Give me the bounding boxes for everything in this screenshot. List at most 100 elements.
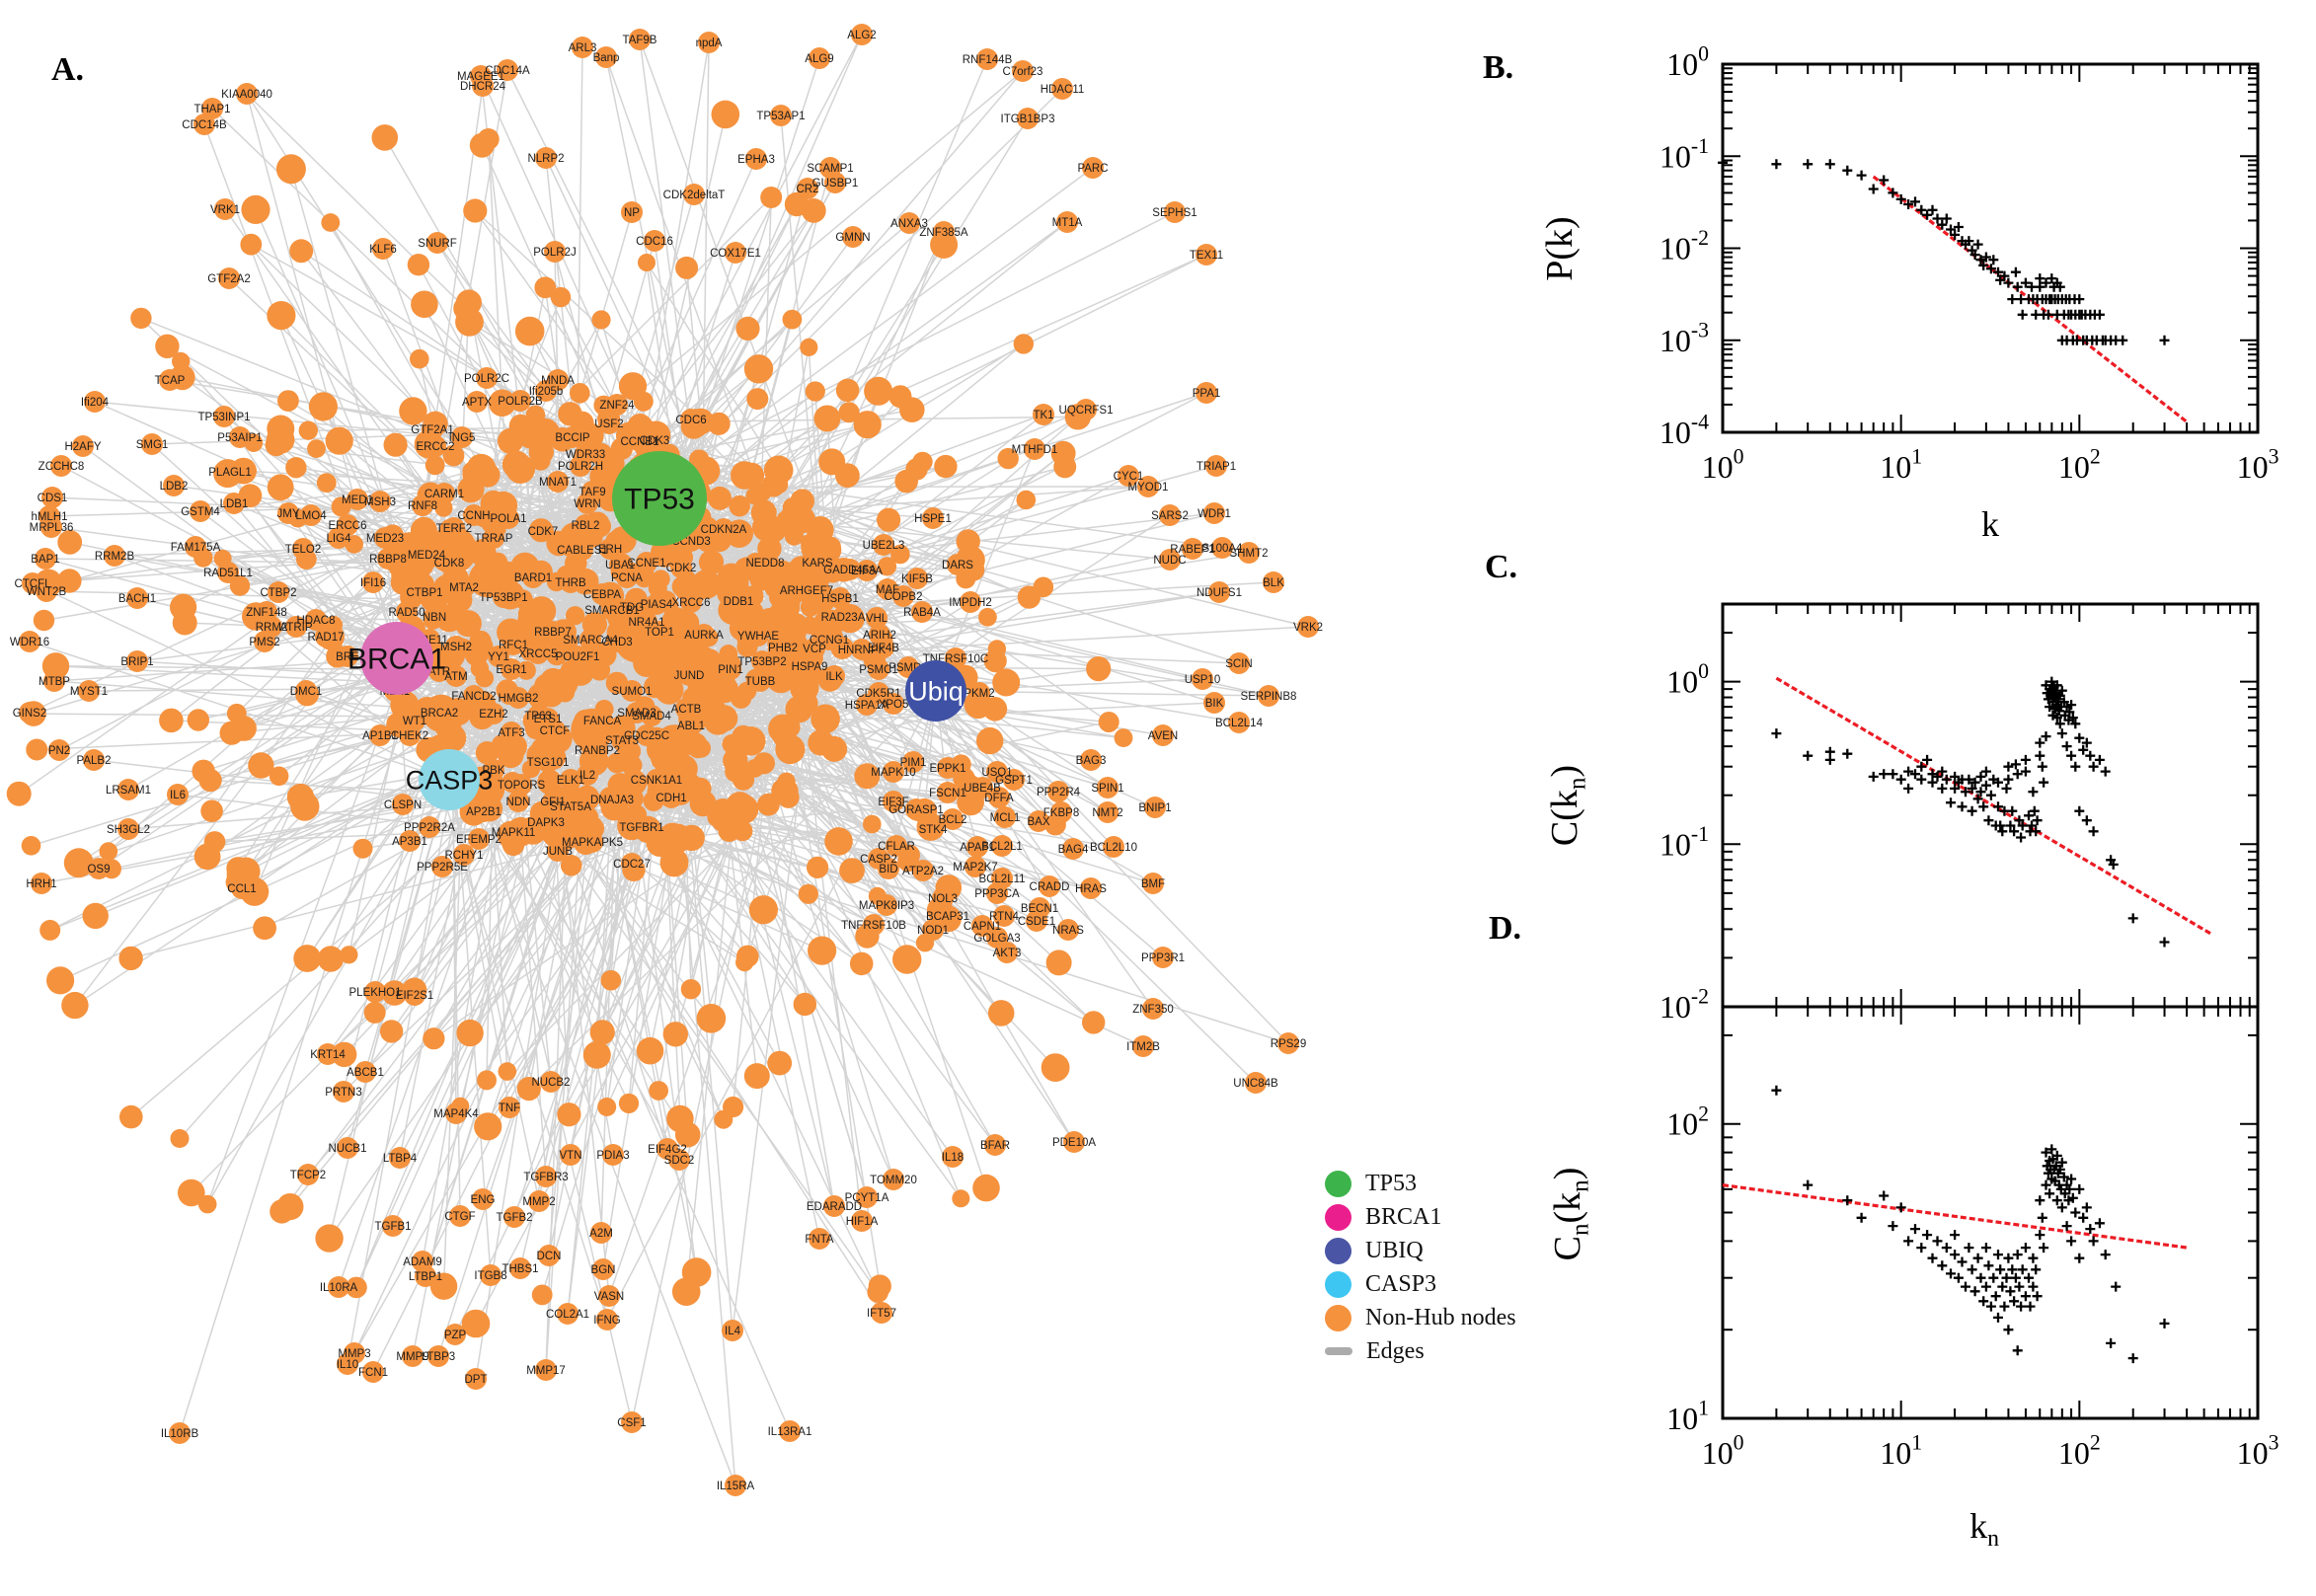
node-label: RAB4A <box>903 607 941 619</box>
node-label: BRIP1 <box>120 656 153 668</box>
node-label: MYST1 <box>70 686 108 698</box>
node-label: GMNN <box>835 232 870 244</box>
node-label: GSTM4 <box>181 506 220 518</box>
plot-frame <box>1723 64 2258 432</box>
node-label: MNAT1 <box>539 477 577 489</box>
axis-title: kn​ <box>1969 1506 1999 1552</box>
node-label: PRTN3 <box>325 1087 362 1099</box>
node-label: CDK2deltaT <box>663 190 726 201</box>
node-label: LDB2 <box>160 481 189 493</box>
node-label: GUSBP1 <box>812 178 859 190</box>
node-label: WDR1 <box>1197 508 1231 520</box>
node-label: BCL2L1 <box>981 841 1023 853</box>
node-label: NUCB2 <box>532 1077 571 1089</box>
node-label: UBA1 <box>605 560 635 571</box>
node-label: IL18 <box>942 1152 964 1164</box>
node-label: NRAS <box>1052 925 1084 937</box>
node-label: BMF <box>1141 878 1165 890</box>
node-label: PLAGL1 <box>208 467 251 479</box>
node-label: RBBP8 <box>369 554 407 566</box>
node-label: VHL <box>866 613 888 625</box>
node-label: CEBPA <box>583 589 621 601</box>
node-label: ENG <box>471 1194 496 1206</box>
axis-title: C(kn​) <box>1544 765 1590 846</box>
node-label: HDAC11 <box>1041 84 1085 96</box>
tick-label: 101 <box>1880 1431 1922 1471</box>
node-label: IFNG <box>593 1315 621 1327</box>
node-label: KIF5B <box>901 573 933 585</box>
node-label: ITGB1BP3 <box>1001 114 1055 125</box>
node-label: TP53BP2 <box>737 656 786 668</box>
node-label: CDK2 <box>666 563 697 574</box>
node-label: SH3GL2 <box>107 824 150 836</box>
node-label: MTHFD1 <box>1012 444 1058 456</box>
node-label: BACH1 <box>118 593 156 605</box>
node-label: RCHY1 <box>445 850 484 862</box>
node-label: BIK <box>1205 698 1224 710</box>
axis-ticks <box>1723 64 2258 432</box>
node-label: IFI16 <box>360 577 386 589</box>
node-label: MED1 <box>342 494 373 506</box>
node-label: GOLGA3 <box>973 933 1020 945</box>
node-label: ZNF148 <box>246 607 287 619</box>
node-label: PN2 <box>48 745 70 757</box>
node-label: CLSPN <box>384 799 422 811</box>
node-label: EGR1 <box>496 664 526 676</box>
hub-label-tp53: TP53 <box>624 484 695 516</box>
node-label: NMT2 <box>1092 807 1122 819</box>
hub-label-casp3: CASP3 <box>406 765 494 795</box>
node-label: LTBP3 <box>422 1351 455 1363</box>
tick-label: 102 <box>2058 445 2101 485</box>
node-label: BCCIP <box>555 432 589 444</box>
node-label: FKBP8 <box>1043 807 1079 819</box>
node-label: CTGF <box>444 1211 475 1223</box>
scatter-points <box>1771 677 2169 948</box>
node-label: THAP1 <box>193 104 230 115</box>
node-label: MAP4K4 <box>433 1108 479 1120</box>
node-label: PPP2R2A <box>404 822 455 834</box>
node-label: EPPK1 <box>929 763 965 775</box>
node-label: SHMT2 <box>1230 548 1269 560</box>
node-label: AP2B1 <box>466 806 502 818</box>
node-label: ADAM9 <box>403 1256 442 1268</box>
node-label: RNF8 <box>408 500 437 512</box>
node-label: TK1 <box>1033 410 1053 421</box>
node-label: WDR33 <box>566 449 605 461</box>
node-label: POLR2C <box>464 373 509 385</box>
node-label: BCL2L11 <box>978 874 1025 885</box>
node-label: CTCF <box>540 725 571 737</box>
node-label: MCL1 <box>990 812 1021 824</box>
node-label: RRM2B <box>95 551 135 563</box>
node-label: POLR2B <box>498 396 543 408</box>
node-label: IL4 <box>725 1326 741 1337</box>
node-label: THRB <box>555 577 586 589</box>
node-label: RAD51L1 <box>203 568 253 579</box>
node-label: THBS1 <box>502 1263 538 1275</box>
node-label: TP53INP1 <box>197 412 250 423</box>
node-label: RBBP7 <box>534 627 572 639</box>
node-label: P53AIP1 <box>217 432 262 444</box>
node-label: MRPL36 <box>30 522 74 534</box>
node-label: CARM1 <box>425 489 464 500</box>
node-label: NLRP2 <box>527 153 564 165</box>
node-label: EDARADD <box>807 1201 862 1213</box>
node-label: ZNF24 <box>599 400 635 412</box>
node-label: NEDD8 <box>746 558 785 570</box>
node-label: ACTB <box>671 704 702 716</box>
node-label: BECN1 <box>1021 903 1058 915</box>
tick-label: 101 <box>1666 1397 1709 1436</box>
node-label: AP3B1 <box>392 836 427 848</box>
node-label: IL6 <box>170 790 186 801</box>
node-label: HMGB2 <box>499 693 539 705</box>
node-label: IL10 <box>337 1359 358 1371</box>
node-label: BCL2L10 <box>1090 842 1137 854</box>
node-label: ATF3 <box>498 727 524 739</box>
node-label: MMP2 <box>522 1196 555 1208</box>
node-label: TGFBR3 <box>523 1172 568 1183</box>
node-label: FANCA <box>583 716 622 727</box>
node-label: COL2A1 <box>546 1309 589 1321</box>
node-label: CSDE1 <box>1018 916 1055 928</box>
